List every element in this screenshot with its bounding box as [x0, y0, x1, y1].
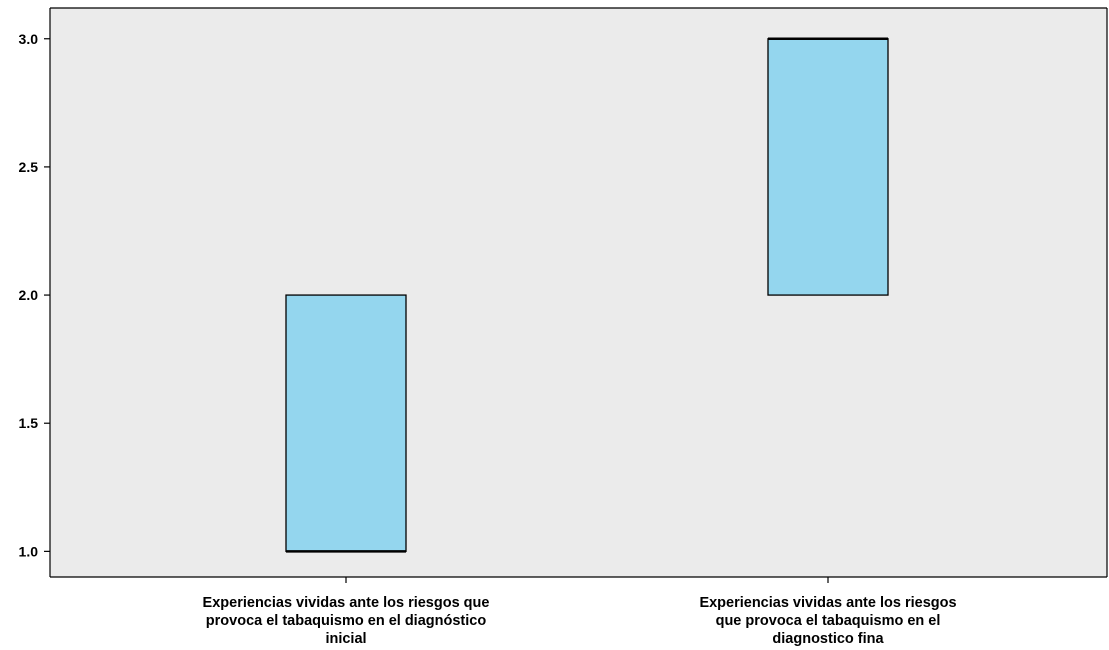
category-label-inicial: Experiencias vividas ante los riesgos qu…: [131, 594, 561, 648]
box-0: [285, 294, 407, 553]
axes-layer: 1.0 1.5 2.0 2.5 3.0: [19, 7, 1108, 583]
category-label-line: inicial: [325, 631, 367, 647]
category-label-line: que provoca el tabaquismo en el: [715, 613, 941, 629]
category-label-line: Experiencias vividas ante los riesgos: [699, 595, 957, 611]
category-label-final: Experiencias vividas ante los riesgos qu…: [613, 594, 1043, 648]
boxes-layer: [285, 37, 889, 553]
y-tick-label: 3.0: [19, 31, 39, 47]
category-label-line: diagnostico fina: [772, 631, 884, 647]
y-tick-label: 1.0: [19, 543, 39, 559]
category-label-line: Experiencias vividas ante los riesgos qu…: [202, 595, 490, 611]
y-tick-label: 2.0: [19, 287, 39, 303]
y-tick-label: 1.5: [19, 415, 39, 431]
category-label-line: provoca el tabaquismo en el diagnóstico: [205, 613, 487, 629]
y-tick-label: 2.5: [19, 159, 39, 175]
plot-area: [50, 8, 1107, 577]
box-1: [767, 38, 889, 296]
